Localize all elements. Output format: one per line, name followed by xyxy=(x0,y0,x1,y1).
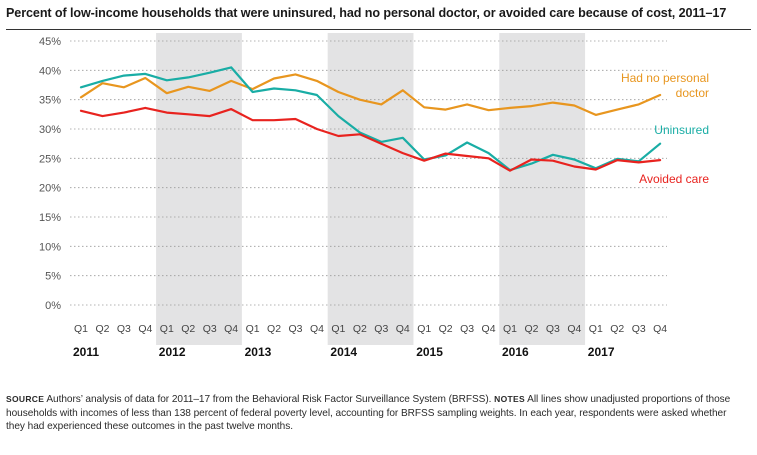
x-tick-label: Q1 xyxy=(503,323,517,335)
series-line-avoided-care xyxy=(79,106,662,172)
y-tick-label: 25% xyxy=(39,153,61,165)
shaded-band-2016 xyxy=(499,33,586,345)
notes-text: All lines show unadjusted proportions of… xyxy=(6,394,731,432)
x-tick-label: Q2 xyxy=(353,323,367,335)
y-tick-label: 20% xyxy=(39,183,61,195)
source-label: SOURCE xyxy=(6,394,45,404)
footnote: SOURCE Authors’ analysis of data for 201… xyxy=(6,393,746,434)
y-tick-label: 5% xyxy=(45,271,61,283)
series-line-uninsured xyxy=(79,66,662,172)
line-chart: 0%5%10%15%20%25%30%35%40%45% Q1 Q2 Q3 Q4 Q1 Q… xyxy=(39,33,709,359)
source-text: Authors’ analysis of data for 2011–17 fr… xyxy=(44,394,495,405)
x-tick-label: Q1 xyxy=(331,323,345,335)
notes-label: NOTES xyxy=(494,394,525,404)
year-label-2012: 2012 xyxy=(159,345,186,359)
chart-title: Percent of low-income households that we… xyxy=(6,6,727,20)
year-label-2016: 2016 xyxy=(502,345,529,359)
series-label-uninsured: Uninsured xyxy=(654,123,709,137)
x-tick-label: Q2 xyxy=(267,323,281,335)
x-tick-label: Q2 xyxy=(181,323,195,335)
y-tick-label: 35% xyxy=(39,95,61,107)
x-tick-label: Q2 xyxy=(95,323,109,335)
y-tick-label: 15% xyxy=(39,212,61,224)
series-line-had-no-personal-doctor xyxy=(79,73,662,117)
x-tick-label: Q4 xyxy=(224,323,238,335)
x-tick-label: Q3 xyxy=(117,323,131,335)
series-labels: Had no personal doctor Uninsured Avoided ca… xyxy=(621,71,709,186)
x-axis-year-labels: 2011 2012 2013 2014 2015 2016 2017 xyxy=(73,345,615,359)
shaded-band-2014 xyxy=(327,33,414,345)
year-label-2013: 2013 xyxy=(245,345,272,359)
x-tick-label: Q3 xyxy=(546,323,560,335)
x-tick-label: Q1 xyxy=(160,323,174,335)
y-tick-label: 40% xyxy=(39,65,61,77)
x-tick-label: Q4 xyxy=(482,323,496,335)
x-tick-label: Q4 xyxy=(653,323,667,335)
year-label-2011: 2011 xyxy=(73,345,99,359)
year-label-2017: 2017 xyxy=(588,345,615,359)
title-rule xyxy=(6,29,751,30)
x-tick-label: Q2 xyxy=(439,323,453,335)
y-tick-label: 10% xyxy=(39,241,61,253)
x-tick-label: Q2 xyxy=(524,323,538,335)
year-shading xyxy=(156,33,586,345)
x-tick-label: Q3 xyxy=(460,323,474,335)
x-tick-label: Q4 xyxy=(138,323,152,335)
year-label-2014: 2014 xyxy=(330,345,357,359)
x-tick-label: Q2 xyxy=(610,323,624,335)
shaded-band-2012 xyxy=(156,33,242,345)
series-label-had-no-personal-doctor: Had no personal doctor xyxy=(621,71,709,100)
series-lines xyxy=(79,66,662,172)
x-tick-label: Q1 xyxy=(589,323,603,335)
x-tick-label: Q4 xyxy=(396,323,410,335)
y-tick-label: 0% xyxy=(45,300,61,312)
y-tick-label: 45% xyxy=(39,36,61,48)
x-tick-label: Q1 xyxy=(74,323,88,335)
x-tick-label: Q3 xyxy=(632,323,646,335)
x-tick-label: Q4 xyxy=(310,323,324,335)
series-label-avoided-care: Avoided care xyxy=(639,172,709,186)
x-tick-label: Q3 xyxy=(288,323,302,335)
x-axis-quarter-labels: Q1 Q2 Q3 Q4 Q1 Q2 Q3 Q4 Q1 Q2 Q3 Q4 Q1 Q2 Q3 Q4 Q1 Q2 Q3 Q4… xyxy=(74,323,667,335)
y-tick-label: 30% xyxy=(39,124,61,136)
x-tick-label: Q1 xyxy=(417,323,431,335)
year-label-2015: 2015 xyxy=(416,345,443,359)
x-tick-label: Q3 xyxy=(203,323,217,335)
y-axis-tick-labels: 0% 5% 10% 15% 20% 25% 30% 35% 40% 45% xyxy=(39,36,61,312)
x-tick-label: Q3 xyxy=(374,323,388,335)
x-tick-label: Q4 xyxy=(567,323,581,335)
x-tick-label: Q1 xyxy=(246,323,260,335)
